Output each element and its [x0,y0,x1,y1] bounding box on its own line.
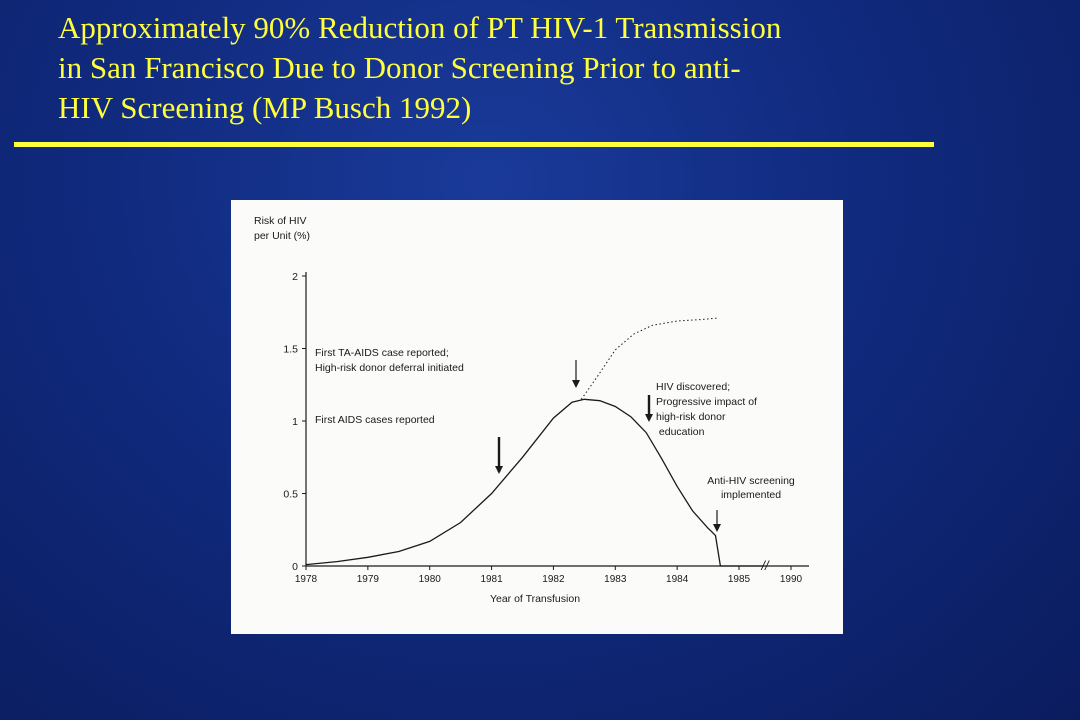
annotation-4-arrow-head [713,524,721,532]
annotation-3-line: high-risk donor [656,411,726,423]
y-tick-label: 1.5 [283,344,298,356]
annotation-2-arrow-head [495,466,503,474]
annotation-4-line: Anti-HIV screening [707,475,795,487]
title-underline [14,142,934,147]
projected-risk-line [580,317,718,400]
observed-risk-line [305,398,764,567]
y-axis-label: Risk of HIV per Unit (%) [254,215,310,242]
annotation-1: First TA-AIDS case reported; High-risk do… [315,347,464,374]
chart-panel: Risk of HIV per Unit (%) Year of Transfu… [231,200,843,634]
annotation-1-line: High-risk donor deferral initiated [315,362,464,374]
x-tick-label: 1979 [357,574,380,585]
x-tick-label: 1984 [666,574,689,585]
x-tick-label: 1990 [780,574,803,585]
annotation-2: First AIDS cases reported [315,414,435,426]
x-tick-label: 1978 [295,574,318,585]
annotation-3-arrow-head [645,414,653,422]
annotation-3-line: HIV discovered; [656,381,730,393]
slide-title: Approximately 90% Reduction of PT HIV-1 … [58,10,782,125]
annotation-3-line: education [656,426,705,438]
y-axis-label-line-2: per Unit (%) [254,230,310,242]
x-tick-label: 1980 [419,574,442,585]
y-tick-label: 0.5 [283,489,298,501]
annotation-3: HIV discovered; Progressive impact of high… [656,381,757,438]
annotation-1-arrow-head [572,380,580,388]
x-tick-label: 1983 [604,574,627,585]
x-tick-label: 1981 [480,574,503,585]
y-tick-label: 2 [292,271,298,283]
annotation-1-line: First TA-AIDS case reported; [315,347,449,359]
annotation-2-line: First AIDS cases reported [315,414,435,426]
y-axis-label-line-1: Risk of HIV [254,215,307,227]
annotation-4-line: implemented [721,489,781,501]
annotation-3-line: Progressive impact of [656,396,757,408]
y-tick-label: 0 [292,561,298,573]
x-axis-label: Year of Transfusion [490,593,580,605]
x-tick-label: 1982 [542,574,565,585]
x-tick-label: 1985 [728,574,751,585]
axis-break-mark: // [760,558,770,573]
chart: Risk of HIV per Unit (%) Year of Transfu… [254,215,809,605]
annotation-4: Anti-HIV screening implemented [707,475,795,501]
y-tick-label: 1 [292,416,298,428]
